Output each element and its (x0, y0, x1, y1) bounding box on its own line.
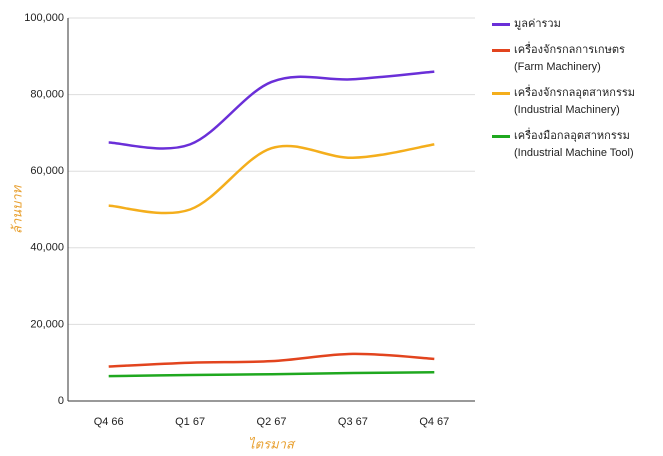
y-tick-label: 80,000 (30, 89, 64, 101)
legend-item: เครื่องจักรกลอุตสาหกรรม (Industrial Mach… (492, 85, 657, 119)
legend-label: เครื่องจักรกลการเกษตร (Farm Machinery) (514, 44, 625, 73)
line (108, 143, 435, 215)
legend-item: เครื่องจักรกลการเกษตร (Farm Machinery) (492, 42, 657, 76)
y-tick-label: 100,000 (24, 12, 64, 24)
x-tick-label: Q1 67 (175, 416, 205, 428)
legend-item: เครื่องมือกลอุตสาหกรรม (Industrial Machi… (492, 128, 657, 162)
y-tick-label: 0 (58, 395, 64, 407)
legend-swatch (492, 49, 510, 52)
y-axis-title: ล้านบาท (9, 184, 24, 234)
line (108, 70, 435, 150)
legend: มูลค่ารวมเครื่องจักรกลการเกษตร (Farm Mac… (492, 16, 657, 171)
x-axis-title: ไตรมาส (248, 436, 296, 451)
x-tick-label: Q3 67 (338, 416, 368, 428)
legend-item: มูลค่ารวม (492, 16, 657, 33)
y-tick-label: 60,000 (30, 165, 64, 177)
legend-swatch (492, 23, 510, 26)
legend-label: เครื่องมือกลอุตสาหกรรม (Industrial Machi… (514, 130, 634, 159)
x-tick-label: Q2 67 (257, 416, 287, 428)
line (108, 352, 435, 368)
legend-label: มูลค่ารวม (514, 18, 561, 30)
x-tick-label: Q4 67 (419, 416, 449, 428)
legend-swatch (492, 92, 510, 95)
y-tick-label: 20,000 (30, 318, 64, 330)
legend-swatch (492, 135, 510, 138)
line (108, 371, 435, 378)
y-tick-label: 40,000 (30, 242, 64, 254)
x-tick-label: Q4 66 (94, 416, 124, 428)
legend-label: เครื่องจักรกลอุตสาหกรรม (Industrial Mach… (514, 87, 636, 116)
